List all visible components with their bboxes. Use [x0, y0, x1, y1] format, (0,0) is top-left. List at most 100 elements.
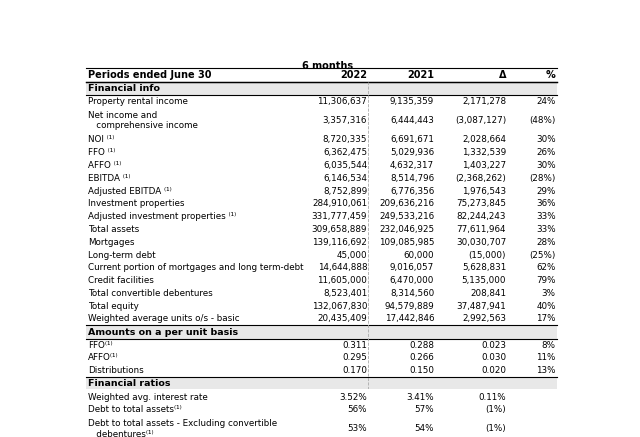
- Text: 0.295: 0.295: [342, 354, 367, 362]
- Text: (15,000): (15,000): [468, 250, 506, 260]
- Text: 75,273,845: 75,273,845: [456, 199, 506, 208]
- Text: 2021: 2021: [407, 69, 434, 80]
- Text: 6 months: 6 months: [303, 61, 353, 71]
- Text: Investment properties: Investment properties: [88, 199, 184, 208]
- Text: %: %: [546, 69, 556, 80]
- Text: Total convertible debentures: Total convertible debentures: [88, 289, 212, 298]
- Text: 0.023: 0.023: [481, 341, 506, 350]
- Text: NOI ⁽¹⁾: NOI ⁽¹⁾: [88, 135, 115, 144]
- FancyBboxPatch shape: [86, 364, 557, 377]
- Text: AFFO⁽¹⁾: AFFO⁽¹⁾: [88, 354, 118, 362]
- Text: 82,244,243: 82,244,243: [456, 212, 506, 221]
- Text: Long-term debt: Long-term debt: [88, 250, 156, 260]
- Text: 1,976,543: 1,976,543: [462, 187, 506, 196]
- Text: (25%): (25%): [529, 250, 556, 260]
- Text: 232,046,925: 232,046,925: [379, 225, 434, 234]
- FancyBboxPatch shape: [86, 339, 557, 352]
- Text: 17%: 17%: [536, 315, 556, 323]
- Text: 29%: 29%: [536, 187, 556, 196]
- Text: 20,435,409: 20,435,409: [317, 315, 367, 323]
- FancyBboxPatch shape: [86, 82, 557, 95]
- FancyBboxPatch shape: [86, 159, 557, 172]
- Text: 2,028,664: 2,028,664: [462, 135, 506, 144]
- FancyBboxPatch shape: [86, 274, 557, 287]
- Text: 8,720,335: 8,720,335: [323, 135, 367, 144]
- Text: 2,171,278: 2,171,278: [462, 97, 506, 106]
- Text: 208,841: 208,841: [470, 289, 506, 298]
- Text: 8,752,899: 8,752,899: [323, 187, 367, 196]
- Text: 6,691,671: 6,691,671: [390, 135, 434, 144]
- Text: Credit facilities: Credit facilities: [88, 276, 154, 285]
- Text: Financial info: Financial info: [88, 84, 160, 93]
- Text: FFO⁽¹⁾: FFO⁽¹⁾: [88, 341, 113, 350]
- Text: 54%: 54%: [415, 424, 434, 434]
- Text: 8,514,796: 8,514,796: [390, 174, 434, 183]
- Text: 331,777,459: 331,777,459: [312, 212, 367, 221]
- Text: 62%: 62%: [536, 264, 556, 272]
- FancyBboxPatch shape: [86, 146, 557, 159]
- Text: 11%: 11%: [536, 354, 556, 362]
- Text: 37,487,941: 37,487,941: [456, 302, 506, 311]
- Text: 11,306,637: 11,306,637: [317, 97, 367, 106]
- FancyBboxPatch shape: [86, 210, 557, 223]
- Text: 1,332,539: 1,332,539: [462, 148, 506, 157]
- Text: Debt to total assets⁽¹⁾: Debt to total assets⁽¹⁾: [88, 405, 182, 414]
- Text: 0.030: 0.030: [481, 354, 506, 362]
- Text: 94,579,889: 94,579,889: [385, 302, 434, 311]
- Text: 9,135,359: 9,135,359: [390, 97, 434, 106]
- FancyBboxPatch shape: [86, 352, 557, 364]
- FancyBboxPatch shape: [86, 223, 557, 236]
- Text: Periods ended June 30: Periods ended June 30: [88, 69, 211, 80]
- Text: 5,029,936: 5,029,936: [390, 148, 434, 157]
- FancyBboxPatch shape: [86, 172, 557, 185]
- Text: 1,403,227: 1,403,227: [462, 161, 506, 170]
- Text: 33%: 33%: [536, 212, 556, 221]
- Text: Debt to total assets - Excluding convertible
   debentures⁽¹⁾: Debt to total assets - Excluding convert…: [88, 419, 277, 437]
- Text: (1%): (1%): [485, 424, 506, 434]
- Text: 40%: 40%: [536, 302, 556, 311]
- Text: Current portion of mortgages and long term-debt: Current portion of mortgages and long te…: [88, 264, 303, 272]
- Text: 0.150: 0.150: [409, 366, 434, 375]
- FancyBboxPatch shape: [86, 287, 557, 300]
- FancyBboxPatch shape: [86, 134, 557, 146]
- Text: 8%: 8%: [541, 341, 556, 350]
- Text: 36%: 36%: [536, 199, 556, 208]
- Text: 30,030,707: 30,030,707: [456, 238, 506, 247]
- Text: 6,035,544: 6,035,544: [323, 161, 367, 170]
- Text: Mortgages: Mortgages: [88, 238, 134, 247]
- FancyBboxPatch shape: [86, 108, 557, 134]
- Text: 249,533,216: 249,533,216: [379, 212, 434, 221]
- Text: 60,000: 60,000: [403, 250, 434, 260]
- FancyBboxPatch shape: [86, 249, 557, 261]
- FancyBboxPatch shape: [86, 261, 557, 274]
- Text: (1%): (1%): [485, 405, 506, 414]
- Text: 0.288: 0.288: [409, 341, 434, 350]
- FancyBboxPatch shape: [86, 198, 557, 210]
- Text: (48%): (48%): [529, 116, 556, 125]
- Text: 0.11%: 0.11%: [479, 392, 506, 402]
- FancyBboxPatch shape: [86, 95, 557, 108]
- Text: 53%: 53%: [348, 424, 367, 434]
- Text: 6,362,475: 6,362,475: [323, 148, 367, 157]
- FancyBboxPatch shape: [86, 312, 557, 325]
- Text: 28%: 28%: [536, 238, 556, 247]
- Text: 6,444,443: 6,444,443: [390, 116, 434, 125]
- Text: 79%: 79%: [536, 276, 556, 285]
- Text: 56%: 56%: [348, 405, 367, 414]
- Text: 17,442,846: 17,442,846: [385, 315, 434, 323]
- Text: Amounts on a per unit basis: Amounts on a per unit basis: [88, 328, 238, 336]
- Text: 6,776,356: 6,776,356: [390, 187, 434, 196]
- FancyBboxPatch shape: [86, 391, 557, 403]
- Text: 13%: 13%: [536, 366, 556, 375]
- Text: 0.020: 0.020: [481, 366, 506, 375]
- FancyBboxPatch shape: [86, 68, 557, 82]
- Text: Net income and
   comprehensive income: Net income and comprehensive income: [88, 111, 198, 131]
- Text: 45,000: 45,000: [337, 250, 367, 260]
- Text: 309,658,889: 309,658,889: [312, 225, 367, 234]
- Text: Property rental income: Property rental income: [88, 97, 188, 106]
- Text: 109,085,985: 109,085,985: [379, 238, 434, 247]
- Text: (3,087,127): (3,087,127): [455, 116, 506, 125]
- Text: Weighted avg. interest rate: Weighted avg. interest rate: [88, 392, 208, 402]
- FancyBboxPatch shape: [86, 403, 557, 416]
- FancyBboxPatch shape: [86, 300, 557, 312]
